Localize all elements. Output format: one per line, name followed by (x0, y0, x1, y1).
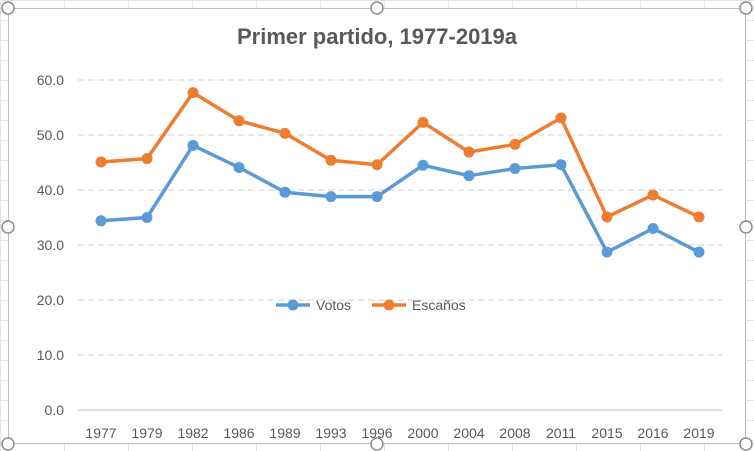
resize-handle[interactable] (370, 1, 384, 15)
legend-label: Escaños (412, 297, 466, 313)
data-point[interactable] (95, 156, 107, 168)
data-point[interactable] (555, 112, 567, 124)
data-point[interactable] (325, 154, 337, 166)
data-point[interactable] (555, 159, 567, 171)
series-layer (95, 87, 705, 258)
series-escaños[interactable] (95, 87, 705, 223)
x-tick-label: 1982 (177, 425, 208, 441)
x-tick-label: 2011 (546, 425, 576, 441)
x-axis-ticks: 1977 1979 1982 1986 1989 1993 1996 2000 2004 2008… (85, 425, 714, 441)
data-point[interactable] (141, 212, 153, 223)
data-point[interactable] (647, 223, 659, 234)
resize-handle[interactable] (739, 1, 753, 15)
legend-swatch-marker (287, 299, 299, 311)
data-point[interactable] (463, 170, 475, 182)
series-votos[interactable] (95, 139, 705, 258)
resize-handle[interactable] (1, 1, 15, 15)
data-point[interactable] (647, 189, 659, 201)
x-tick-label: 1977 (85, 425, 116, 441)
data-point[interactable] (279, 127, 291, 139)
data-point[interactable] (371, 159, 383, 171)
x-tick-label: 2016 (637, 425, 668, 441)
chart-title: Primer partido, 1977-2019a (237, 24, 518, 49)
y-tick-label: 10.0 (37, 347, 64, 363)
data-point[interactable] (371, 191, 383, 203)
legend-label: Votos (316, 297, 351, 313)
legend-item[interactable]: Votos (276, 297, 351, 313)
data-point[interactable] (233, 161, 245, 173)
x-tick-label: 2008 (499, 425, 530, 441)
x-tick-label: 2004 (453, 425, 484, 441)
data-point[interactable] (95, 215, 107, 227)
data-point[interactable] (693, 211, 705, 223)
data-point[interactable] (417, 159, 429, 171)
data-point[interactable] (187, 87, 199, 99)
data-point[interactable] (325, 191, 337, 203)
x-tick-label: 1989 (269, 425, 300, 441)
data-point[interactable] (141, 153, 153, 165)
data-point[interactable] (187, 139, 199, 151)
data-point[interactable] (601, 246, 613, 258)
data-point[interactable] (233, 115, 245, 127)
data-point[interactable] (509, 163, 521, 175)
y-tick-label: 40.0 (37, 182, 64, 198)
data-point[interactable] (693, 246, 705, 258)
legend[interactable]: Votos Escaños (276, 297, 466, 313)
y-tick-label: 30.0 (37, 237, 64, 253)
series-line[interactable] (99, 143, 701, 254)
x-tick-label: 1979 (131, 425, 162, 441)
data-point[interactable] (601, 211, 613, 223)
legend-swatch-marker (383, 299, 395, 311)
gridlines (78, 79, 722, 411)
y-tick-label: 20.0 (37, 292, 64, 308)
resize-handle[interactable] (739, 437, 753, 451)
y-tick-label: 50.0 (37, 127, 64, 143)
chart-area[interactable] (8, 8, 746, 444)
x-tick-label: 2019 (683, 425, 714, 441)
x-tick-label: 2000 (407, 425, 438, 441)
y-tick-label: 0.0 (45, 402, 65, 418)
data-point[interactable] (417, 116, 429, 128)
x-tick-label: 1986 (223, 425, 254, 441)
data-point[interactable] (509, 138, 521, 150)
x-tick-label: 2015 (591, 425, 622, 441)
x-tick-label: 1996 (361, 425, 392, 441)
series-line[interactable] (99, 90, 701, 219)
data-point[interactable] (279, 186, 291, 198)
x-tick-label: 1993 (315, 425, 346, 441)
legend-item[interactable]: Escaños (372, 297, 466, 313)
resize-handle[interactable] (739, 220, 753, 234)
y-axis-ticks: 0.0 10.0 20.0 30.0 40.0 50.0 60.0 (37, 72, 64, 418)
resize-handle[interactable] (1, 220, 15, 234)
data-point[interactable] (463, 146, 475, 158)
y-tick-label: 60.0 (37, 72, 64, 88)
resize-handle[interactable] (1, 437, 15, 451)
resize-handle[interactable] (370, 437, 384, 451)
